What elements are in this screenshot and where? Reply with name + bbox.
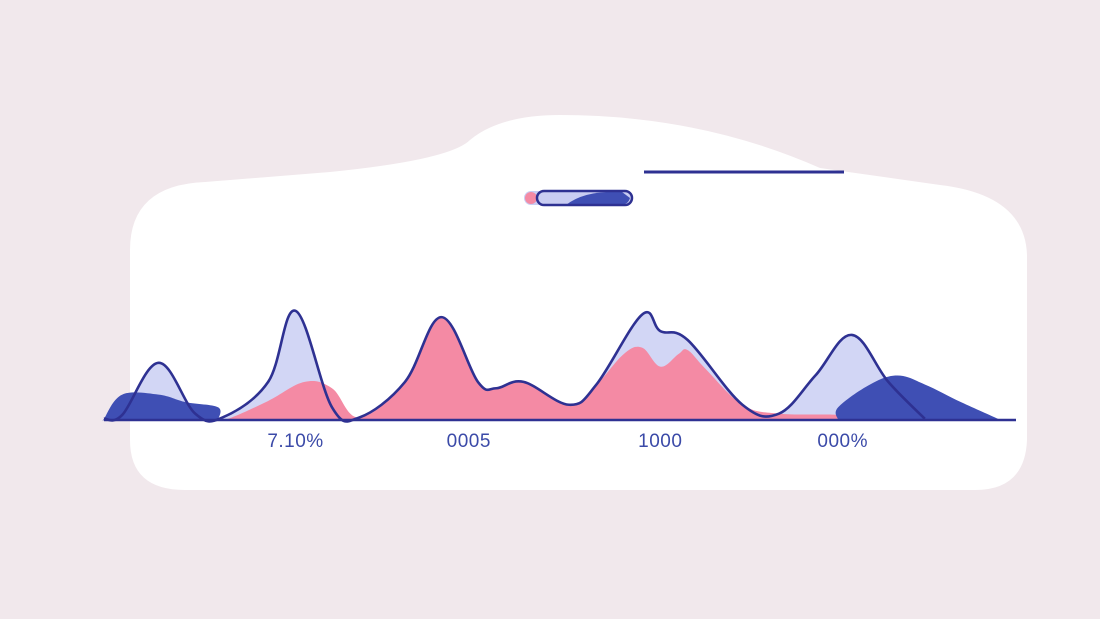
x-tick-label: 7.10% [267, 431, 323, 452]
series-pink-area [218, 317, 843, 420]
series-outline-line [103, 309, 926, 423]
legend-indicator-outline [535, 189, 634, 207]
x-tick-labels: 7.10% 0005 1000 000% [267, 431, 868, 452]
chart-layers [102, 309, 1016, 423]
x-tick-label: 0005 [447, 431, 491, 452]
legend-indicator-fill [566, 191, 630, 205]
legend-indicator [524, 189, 634, 207]
series-navy-area-2 [835, 375, 1001, 421]
chart-card [130, 115, 1027, 490]
x-tick-label: 1000 [638, 431, 682, 452]
legend-indicator-dot [525, 192, 537, 204]
x-tick-label: 000% [817, 431, 868, 452]
